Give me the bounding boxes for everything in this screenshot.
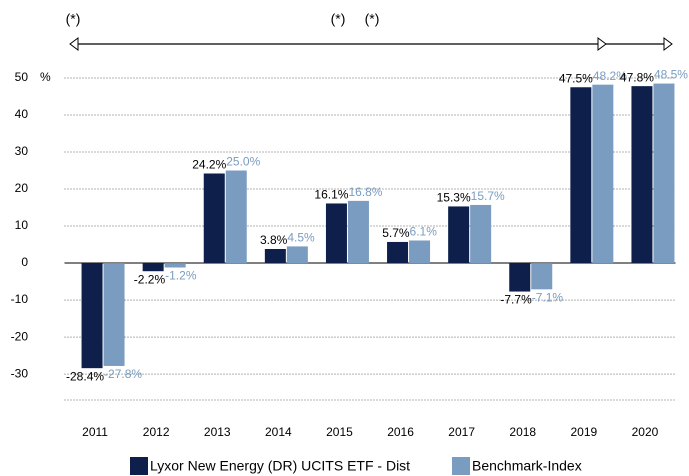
value-label: 5.7% [382,226,410,240]
y-tick-label: 20 [15,181,29,195]
bar [325,203,347,264]
value-label: 16.8% [348,185,382,199]
value-label: 15.3% [437,191,471,205]
x-tick-label: 2012 [143,425,170,439]
value-label: -7.7% [500,293,532,307]
value-label: 15.7% [471,189,505,203]
annotation: (*) [331,11,346,27]
value-label: -7.1% [532,291,564,305]
bar [286,246,308,264]
bar [142,263,164,272]
y-tick-label: 50 [15,70,29,84]
y-tick-label: 10 [15,218,29,232]
value-label: 3.8% [260,233,288,247]
x-tick-label: 2019 [570,425,597,439]
bar [164,263,186,268]
y-tick-label: 30 [15,144,29,158]
bar [81,263,103,369]
value-label: -1.2% [165,269,197,283]
value-label: 48.5% [654,68,688,82]
bar [470,204,492,264]
x-tick-label: 2014 [265,425,292,439]
bar [409,240,431,264]
y-unit: % [40,70,51,84]
bar [203,173,225,264]
bar [264,248,286,264]
x-tick-label: 2017 [448,425,475,439]
value-label: -2.2% [134,272,166,286]
x-tick-label: 2013 [204,425,231,439]
y-tick-label: -30 [11,366,29,380]
value-label: 4.5% [287,231,315,245]
bar [570,87,592,264]
bar [631,86,653,264]
annotation: (*) [66,11,81,27]
x-tick-label: 2015 [326,425,353,439]
bar [387,241,409,264]
value-label: 47.8% [620,70,654,84]
x-tick-label: 2016 [387,425,414,439]
y-tick-label: 40 [15,107,29,121]
x-tick-label: 2020 [632,425,659,439]
value-label: 48.2% [593,69,627,83]
bar [509,263,531,292]
value-label: -27.8% [104,367,142,381]
arrow-head [597,37,607,51]
x-tick-label: 2011 [82,425,108,439]
y-tick-label: -10 [11,292,29,306]
value-label: 25.0% [226,155,260,169]
bar [653,83,675,264]
legend-swatch [452,457,470,475]
annotation: (*) [365,11,380,27]
y-tick-label: -20 [11,329,29,343]
value-label: 24.2% [192,158,226,172]
bar [592,84,614,264]
value-label: -28.4% [66,369,104,383]
value-label: 47.5% [559,71,593,85]
bar [347,200,369,264]
value-label: 6.1% [410,225,438,239]
bar [103,263,125,366]
legend-label: Lyxor New Energy (DR) UCITS ETF - Dist [150,458,410,474]
bar [225,170,247,264]
value-label: 16.1% [314,188,348,202]
legend-swatch [130,457,148,475]
legend-label: Benchmark-Index [472,458,582,474]
bar [531,263,553,290]
bar [448,206,470,264]
y-tick-label: 0 [21,255,28,269]
arrow-head [69,37,79,51]
x-tick-label: 2018 [509,425,536,439]
arrow-head [663,37,673,51]
